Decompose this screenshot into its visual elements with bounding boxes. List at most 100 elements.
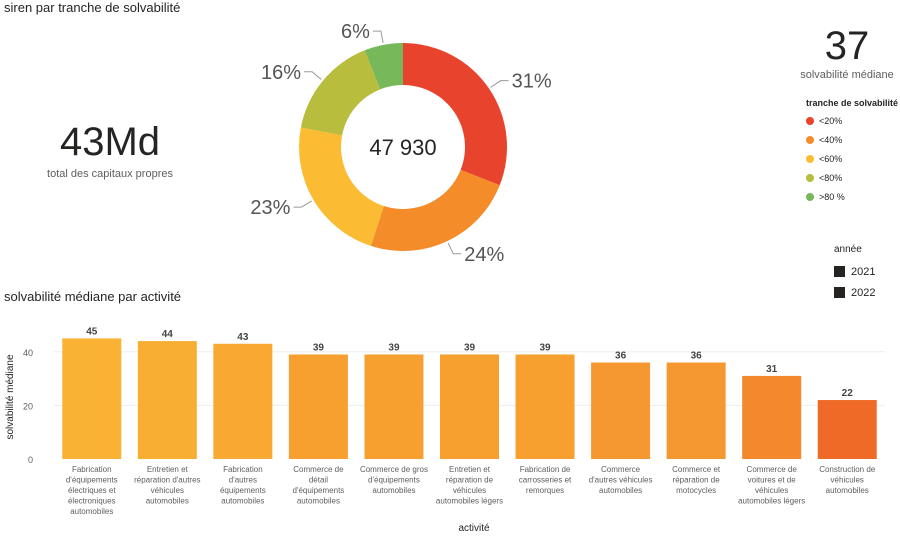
bar-value-label: 39	[464, 342, 476, 353]
bar-value-label: 22	[842, 388, 854, 399]
donut-leader-line	[372, 30, 384, 43]
x-axis-label: activité	[458, 523, 490, 534]
x-tick-label: Commerce et réparation de motocycles	[672, 465, 721, 495]
legend-item[interactable]: <60%	[806, 149, 898, 168]
year-option-2022[interactable]: 2022	[834, 282, 875, 303]
bar[interactable]	[666, 362, 726, 459]
bar[interactable]	[742, 375, 802, 459]
x-tick-label-line: véhicules	[151, 486, 184, 495]
legend-label: <80%	[819, 172, 843, 183]
x-tick-label: Fabrication de carrosseries et remorques	[519, 465, 572, 495]
donut-leader-line	[490, 80, 509, 88]
donut-slice[interactable]	[364, 43, 403, 90]
kpi-solvabilite-label: solvabilité médiane	[800, 69, 894, 81]
donut-slice-label: 16%	[261, 62, 301, 84]
year-option-label: 2022	[851, 286, 876, 299]
y-tick-label: 0	[28, 455, 33, 465]
y-tick-label: 20	[23, 401, 33, 411]
bar[interactable]	[364, 354, 424, 459]
x-tick-label-line: remorques	[526, 486, 564, 495]
x-tick-label-line: Commerce	[601, 465, 641, 474]
x-tick-label: Commerce de gros d'équipements automobiles	[360, 465, 428, 495]
legend-dot-icon	[806, 173, 814, 182]
bar[interactable]	[137, 341, 197, 459]
x-tick-label-line: Entretien et	[449, 465, 491, 474]
legend-item[interactable]: >80 %	[806, 187, 898, 206]
donut-slice[interactable]	[370, 169, 500, 251]
x-tick-label-line: automobiles	[826, 486, 869, 495]
x-tick-label-line: automobiles	[599, 486, 642, 495]
x-tick-label-line: Fabrication	[72, 465, 112, 474]
year-option-label: 2021	[851, 265, 876, 278]
kpi-capitaux: 43Md total des capitaux propres	[30, 122, 190, 180]
x-tick-label-line: réparation de	[673, 476, 721, 485]
donut-slice[interactable]	[299, 127, 384, 246]
bar-chart: 0 20 40 solvabilité médiane 45 Fabrication d'é…	[5, 326, 885, 534]
x-tick-label-line: Commerce de	[293, 465, 344, 474]
legend-label: <20%	[819, 115, 843, 126]
legend-item[interactable]: <20%	[806, 111, 898, 130]
bar-value-label: 39	[388, 342, 400, 353]
bar[interactable]	[591, 362, 651, 459]
checkbox-icon[interactable]	[834, 287, 845, 298]
bar-value-label: 43	[237, 332, 249, 343]
x-tick-label-line: équipements	[220, 486, 266, 495]
donut-chart[interactable]: 31% 24% 23% 16% 6% 47 930	[230, 22, 590, 282]
bar[interactable]	[515, 354, 575, 459]
x-tick-label: Entretien et réparation d'autres véhicules…	[134, 465, 200, 506]
x-tick-label-line: Fabrication de	[520, 465, 571, 474]
donut-title: siren par tranche de solvabilité	[4, 0, 181, 15]
x-tick-label-line: automobiles	[146, 497, 189, 506]
donut-slice-label: 24%	[464, 244, 504, 266]
x-tick-label-line: automobiles	[297, 497, 340, 506]
legend-label: <40%	[819, 134, 843, 145]
bar[interactable]	[817, 400, 877, 459]
donut-slice-label: 31%	[512, 71, 552, 93]
bar-value-label: 31	[766, 364, 778, 375]
donut-center-value: 47 930	[369, 135, 436, 160]
x-tick-label: Fabrication d'autres équipements automobile…	[220, 465, 266, 506]
legend-item[interactable]: <40%	[806, 130, 898, 149]
legend-label: <60%	[819, 153, 843, 164]
legend-item[interactable]: <80%	[806, 168, 898, 187]
donut-slice-label: 23%	[250, 197, 290, 219]
bar[interactable]	[62, 338, 122, 459]
x-tick-label: Commerce de voitures et de véhicules automo…	[738, 465, 805, 506]
bar[interactable]	[440, 354, 499, 459]
kpi-capitaux-label: total des capitaux propres	[47, 168, 173, 180]
x-tick-label-line: d'autres	[229, 476, 257, 485]
x-tick-label-line: automobiles légers	[738, 497, 805, 506]
x-tick-label-line: véhicules	[453, 486, 486, 495]
x-tick-label-line: Commerce de	[747, 465, 798, 474]
legend-label: >80 %	[819, 191, 845, 202]
bar-value-label: 39	[539, 342, 551, 353]
x-tick-label-line: d'équipements	[368, 476, 420, 485]
x-tick-label-line: automobiles légers	[436, 497, 503, 506]
x-tick-label-line: Entretien et	[147, 465, 189, 474]
year-slicer: année 2021 2022	[834, 244, 875, 303]
x-tick-label-line: Construction de	[819, 465, 876, 474]
bar-chart-title: solvabilité médiane par activité	[4, 289, 182, 304]
x-tick-label-line: véhicules	[831, 476, 864, 485]
legend-dot-icon	[806, 154, 814, 163]
x-tick-label: Entretien et réparation de véhicules automo…	[436, 465, 503, 506]
x-tick-label-line: carrosseries et	[519, 476, 572, 485]
checkbox-icon[interactable]	[834, 266, 845, 277]
legend-dot-icon	[806, 116, 814, 125]
donut-leader-line	[293, 200, 313, 208]
bar[interactable]	[288, 354, 348, 459]
year-option-2021[interactable]: 2021	[834, 261, 875, 282]
bar-value-label: 39	[313, 342, 325, 353]
bar-value-label: 45	[86, 326, 98, 337]
bar[interactable]	[213, 343, 273, 459]
donut-slice[interactable]	[300, 50, 381, 136]
x-tick-label-line: Commerce et	[672, 465, 721, 474]
x-tick-label-line: motocycles	[676, 486, 716, 495]
donut-slice[interactable]	[403, 43, 507, 186]
x-tick-label-line: Fabrication	[223, 465, 263, 474]
x-tick-label-line: Commerce de gros	[360, 465, 428, 474]
bar-value-label: 36	[691, 351, 703, 362]
donut-legend: tranche de solvabilité <20% <40% <60% <80% >…	[806, 98, 898, 206]
legend-title: tranche de solvabilité	[806, 98, 899, 108]
year-slicer-title: année	[834, 244, 862, 255]
